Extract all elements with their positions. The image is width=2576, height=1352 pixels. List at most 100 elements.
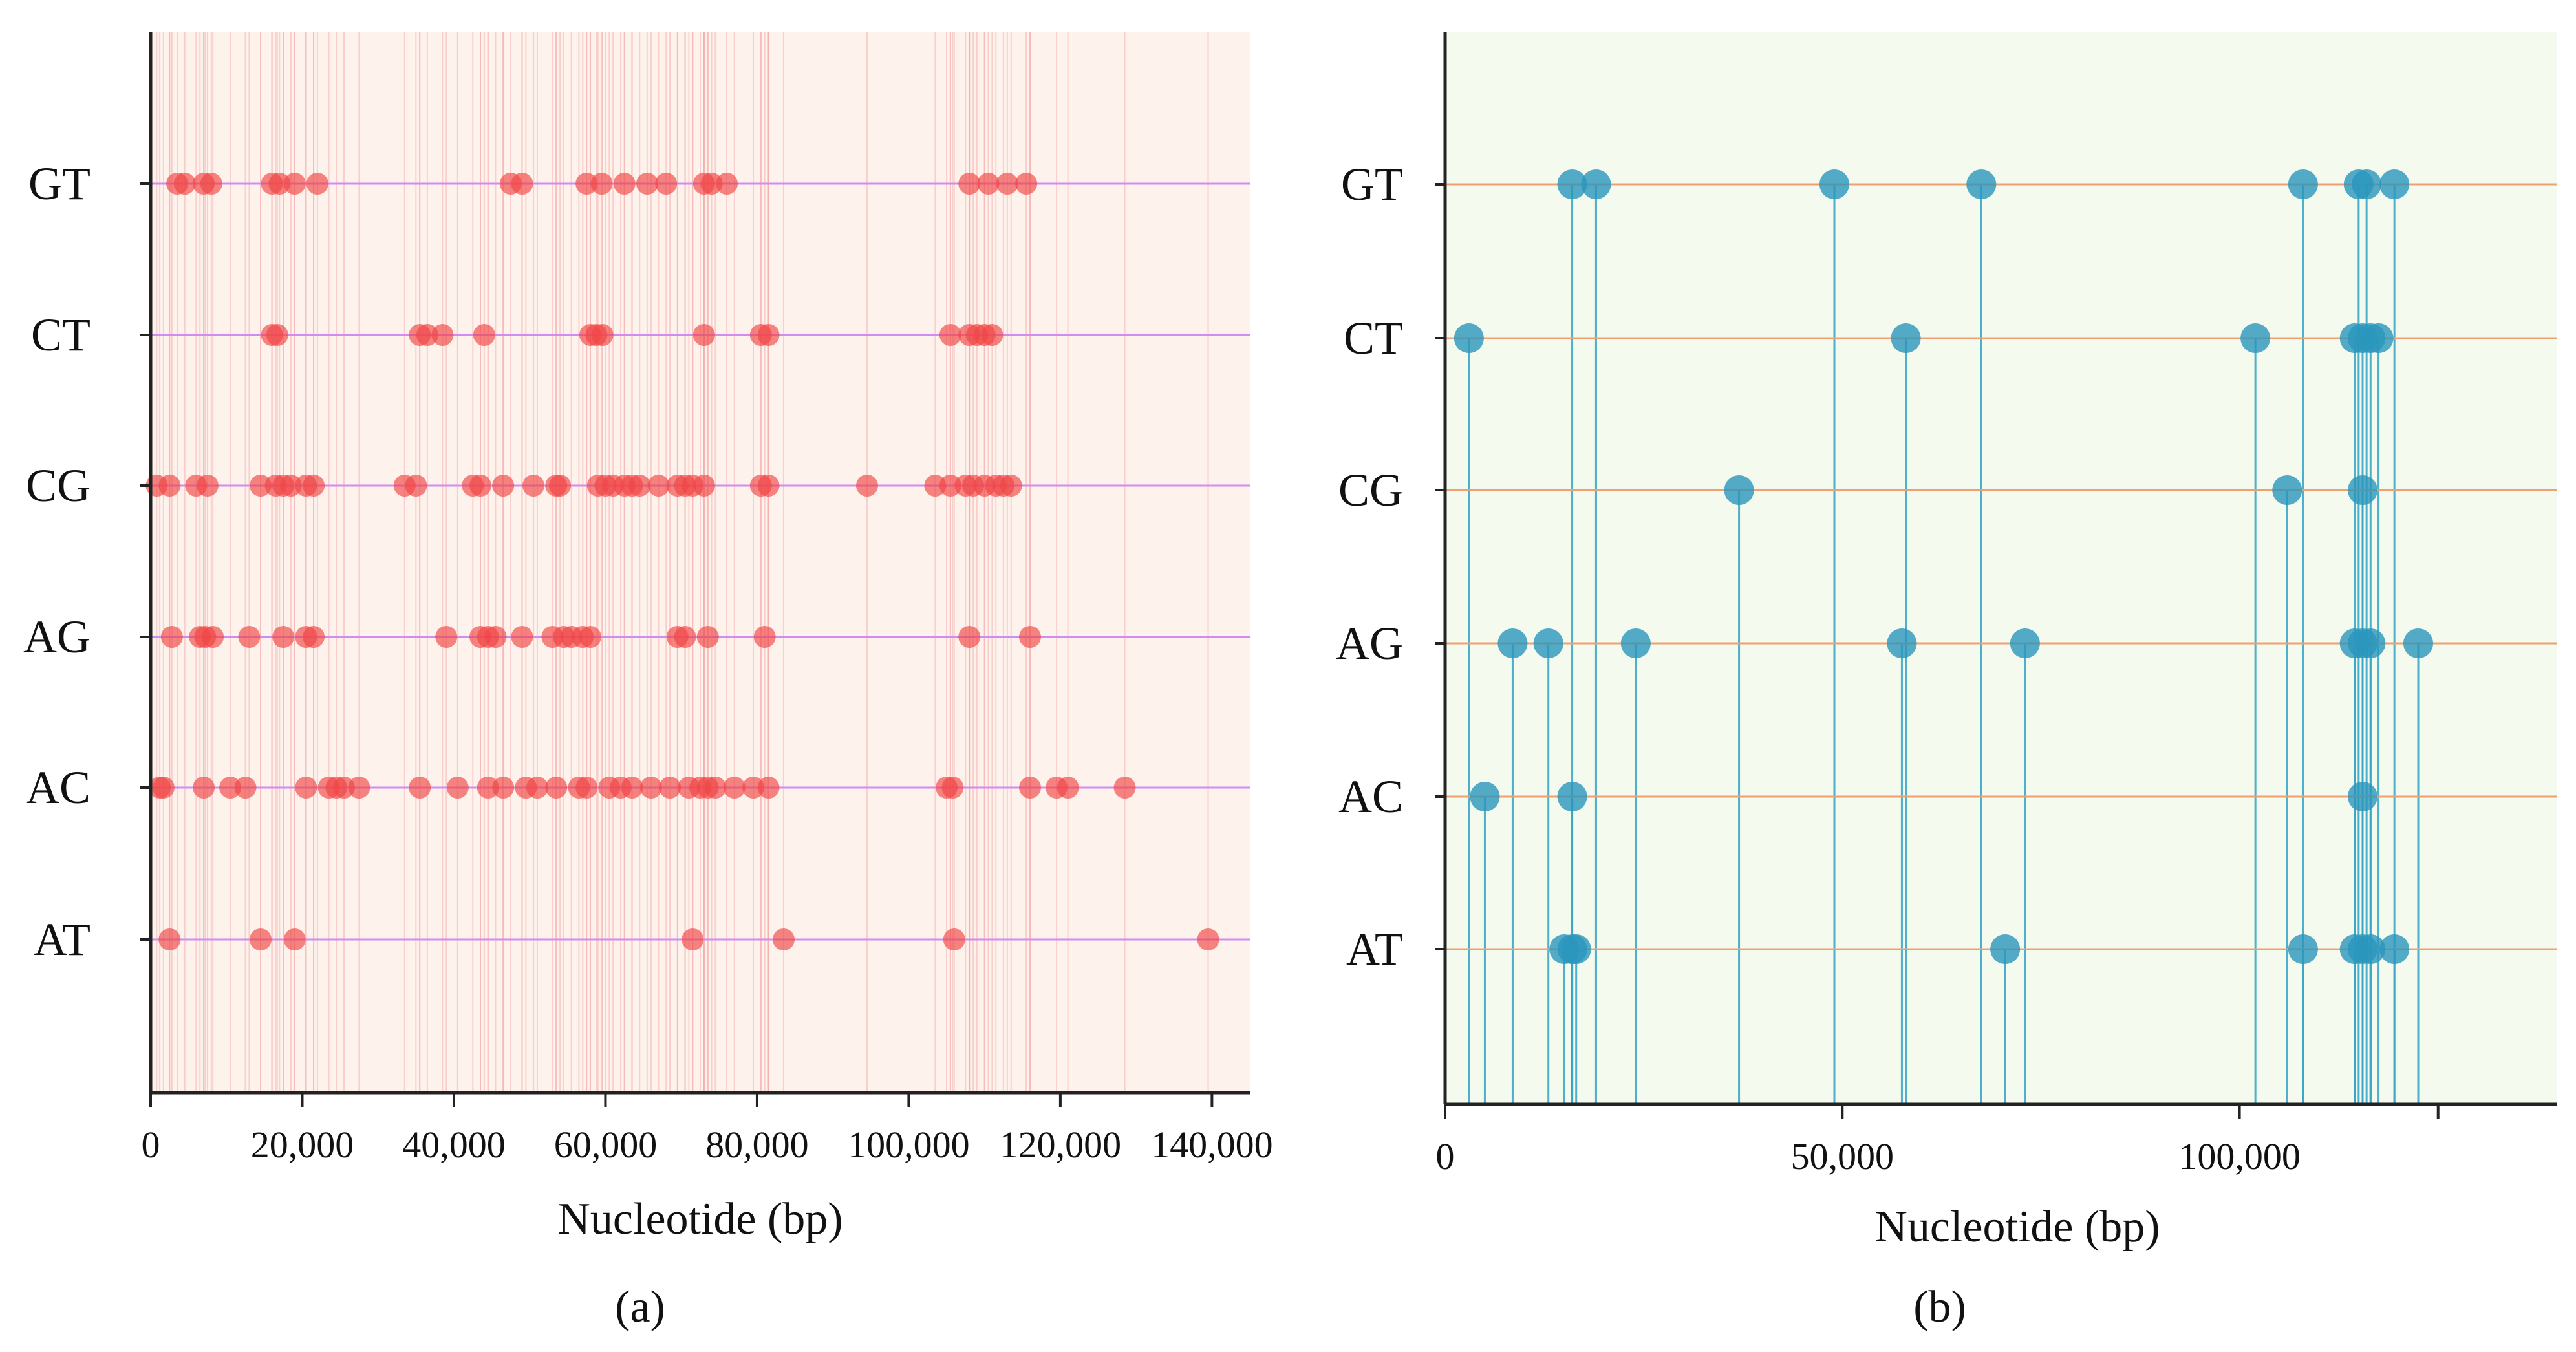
- panel-a-point-ag: [958, 626, 981, 648]
- panel-a-x-axis-label: Nucleotide (bp): [557, 1194, 843, 1244]
- panel-b-x-tick-label: 0: [1436, 1135, 1455, 1177]
- panel-a-point-gt: [200, 173, 222, 195]
- panel-a-point-ac: [348, 777, 370, 799]
- panel-b-point-gt: [1819, 169, 1849, 199]
- panel-b-x-axis-label: Nucleotide (bp): [1874, 1202, 2160, 1252]
- panel-a-stems: [156, 32, 1209, 1093]
- panel-b-point-ag: [1497, 628, 1528, 658]
- panel-a-point-ag: [696, 626, 719, 648]
- panel-a-point-gt: [511, 173, 533, 195]
- panel-a-point-cg: [492, 475, 515, 497]
- panel-a-point-gt: [958, 173, 981, 195]
- panel-a-point-gt: [173, 173, 196, 195]
- panel-a-point-ac: [1113, 777, 1136, 799]
- panel-b-y-tick-label-ct: CT: [1344, 312, 1403, 364]
- panel-a-point-at: [772, 928, 795, 950]
- panel-a-point-cg: [522, 475, 545, 497]
- panel-a-y-tick-label-ct: CT: [31, 309, 91, 361]
- panel-b-point-ag: [1533, 628, 1563, 658]
- panel-a-x-tick-label: 60,000: [554, 1124, 658, 1166]
- panel-a-point-gt: [575, 173, 598, 195]
- panel-a-point-cg: [628, 475, 651, 497]
- panel-a-point-cg: [405, 475, 427, 497]
- panel-a-point-ac: [757, 777, 780, 799]
- panel-b-x-ticks: 0 50,000 100,000: [1436, 1104, 2440, 1177]
- panel-a-point-cg: [158, 475, 181, 497]
- panel-a-point-cg: [1000, 475, 1022, 497]
- panel-a-point-gt: [977, 173, 1000, 195]
- panel-a-point-ac: [526, 777, 548, 799]
- panel-a-point-cg: [279, 475, 302, 497]
- panel-a-point-gt: [306, 173, 328, 195]
- panel-a-x-tick-label: 140,000: [1151, 1124, 1273, 1166]
- panel-b-point-gt: [2352, 169, 2382, 199]
- panel-a-point-ac: [659, 777, 682, 799]
- panel-a-x-ticks: 0 20,000 40,000 60,000 80,000 100,000 120,000 1…: [142, 1093, 1273, 1166]
- panel-a-point-gt: [1015, 173, 1038, 195]
- panel-a-point-ac: [1057, 777, 1079, 799]
- panel-a-point-at: [943, 928, 965, 950]
- panel-a-point-ct: [416, 324, 438, 346]
- panel-a-point-cg: [757, 475, 780, 497]
- panel-a-point-gt: [283, 173, 306, 195]
- panel-a-point-gt: [613, 173, 636, 195]
- panel-a-point-ac: [446, 777, 469, 799]
- panel-b-point-gt: [1966, 169, 1997, 199]
- panel-a-point-cg: [647, 475, 670, 497]
- panel-a-point-gt: [655, 173, 678, 195]
- panel-b-point-ac: [2348, 782, 2377, 811]
- panel-a-point-ac: [295, 777, 317, 799]
- panel-a-point-gt: [716, 173, 738, 195]
- panel-b-point-ac: [1470, 782, 1500, 811]
- panel-b-y-tick-label-gt: GT: [1341, 158, 1403, 210]
- panel-b-point-gt: [2379, 169, 2410, 199]
- panel-a-point-ag: [160, 626, 183, 648]
- panel-a-point-ct: [473, 324, 495, 346]
- panel-a-point-cg: [196, 475, 219, 497]
- panel-b-y-tick-label-ag: AG: [1336, 617, 1403, 669]
- panel-a-point-cg: [250, 475, 272, 497]
- panel-a-point-ct: [757, 324, 780, 346]
- panel-a-point-ag: [674, 626, 696, 648]
- panel-a-x-tick-label: 100,000: [848, 1124, 970, 1166]
- panel-a-point-ct: [981, 324, 1004, 346]
- panel-a-point-ag: [202, 626, 224, 648]
- panel-a-y-tick-label-cg: CG: [26, 460, 91, 511]
- panel-a-y-tick-label-gt: GT: [28, 158, 91, 209]
- panel-a-x-tick-label: 120,000: [1000, 1124, 1122, 1166]
- panel-a-point-ac: [234, 777, 257, 799]
- panel-a-x-tick-label: 0: [142, 1124, 160, 1166]
- panel-a-point-ac: [575, 777, 598, 799]
- panel-a-point-cg: [692, 475, 715, 497]
- panel-b-point-cg: [2272, 475, 2302, 505]
- panel-a-point-cg: [549, 475, 572, 497]
- panel-b-y-tick-label-cg: CG: [1338, 464, 1403, 516]
- panel-a-point-cg: [303, 475, 325, 497]
- panel-a-point-at: [682, 928, 704, 950]
- panel-a-scatter-chart: GT CT CG AG AC AT 0 20,000 40,000 60,000 80,000 10…: [23, 32, 1273, 1332]
- panel-a-caption: (a): [615, 1282, 665, 1332]
- panel-b-y-tick-label-ac: AC: [1338, 771, 1403, 822]
- panel-a-point-cg: [939, 475, 961, 497]
- panel-a-point-cg: [855, 475, 878, 497]
- panel-b-point-gt: [1581, 169, 1611, 199]
- panel-a-x-tick-label: 20,000: [251, 1124, 354, 1166]
- panel-b-point-ct: [1891, 323, 1921, 353]
- panel-a-point-gt: [590, 173, 613, 195]
- panel-b-plot-background: [1445, 32, 2557, 1104]
- panel-a-point-ac: [193, 777, 215, 799]
- panel-a-x-tick-label: 40,000: [402, 1124, 506, 1166]
- panel-a-x-tick-label: 80,000: [705, 1124, 809, 1166]
- panel-b-point-at: [1990, 934, 2021, 964]
- panel-b-point-at: [1561, 934, 1591, 964]
- panel-b-point-at: [2356, 934, 2386, 964]
- panel-a-point-ag: [1019, 626, 1041, 648]
- panel-b-point-ag: [1620, 628, 1651, 658]
- panel-a-point-ag: [435, 626, 458, 648]
- panel-a-point-at: [1197, 928, 1219, 950]
- panel-a-point-gt: [268, 173, 291, 195]
- panel-a-y-ticks: GT CT CG AG AC AT: [23, 158, 151, 965]
- panel-a-point-ct: [266, 324, 288, 346]
- panel-a-points: [145, 173, 1219, 950]
- panel-a-point-ac: [152, 777, 175, 799]
